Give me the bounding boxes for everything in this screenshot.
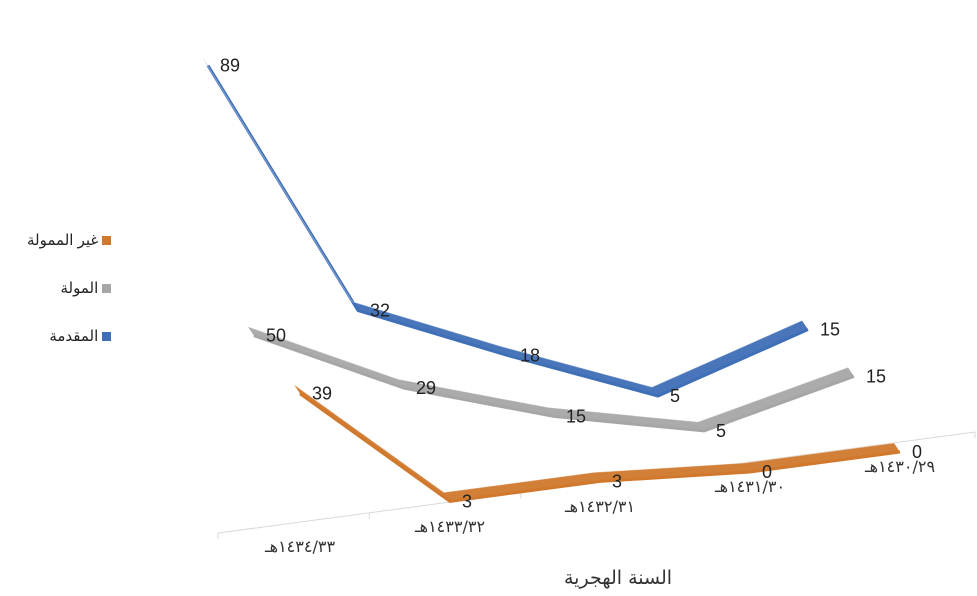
data-label: 50	[266, 326, 286, 346]
x-tick-label: ١٤٣٢/٣١هـ	[564, 497, 635, 516]
legend-label-unfunded: غير الممولة	[27, 232, 99, 249]
legend: غير الممولة المولة المقدمة	[27, 228, 112, 372]
x-tick-label: ١٤٣٠/٢٩هـ	[864, 457, 935, 476]
data-label: 15	[866, 366, 886, 386]
data-label: 89	[220, 55, 240, 75]
series-edge-0	[201, 56, 803, 388]
data-label: 15	[566, 406, 586, 426]
legend-swatch-unfunded	[102, 235, 112, 245]
legend-label-submitted: المقدمة	[49, 328, 99, 345]
legend-item-submitted: المقدمة	[27, 324, 112, 348]
x-tick-label: ١٤٣١/٣٠هـ	[714, 477, 785, 496]
data-label: 29	[416, 378, 436, 398]
data-label: 15	[820, 320, 840, 340]
series-edge-1	[247, 326, 849, 423]
series-edge-2	[293, 384, 895, 493]
data-label: 0	[912, 442, 922, 462]
legend-swatch-submitted	[102, 331, 112, 341]
legend-swatch-funded	[102, 283, 112, 293]
series-line-1	[253, 334, 855, 433]
data-label: 3	[462, 491, 472, 511]
legend-item-unfunded: غير الممولة	[27, 228, 112, 252]
legend-item-funded: المولة	[27, 276, 112, 300]
x-axis-title: السنة الهجرية	[564, 567, 672, 589]
data-label: 32	[370, 301, 390, 321]
legend-label-funded: المولة	[60, 280, 99, 297]
data-label: 0	[762, 462, 772, 482]
data-label: 39	[312, 384, 332, 404]
x-tick-label: ١٤٣٤/٣٣هـ	[264, 537, 335, 556]
series-ribbon-2	[294, 384, 900, 502]
data-label: 3	[612, 471, 622, 491]
data-label: 18	[520, 346, 540, 366]
data-label: 5	[670, 386, 680, 406]
series-line-0	[206, 64, 809, 398]
series-line-2	[299, 392, 901, 503]
data-label: 5	[716, 421, 726, 441]
x-tick-label: ١٤٣٣/٣٢هـ	[414, 517, 485, 536]
series-ribbon-1	[248, 326, 854, 431]
